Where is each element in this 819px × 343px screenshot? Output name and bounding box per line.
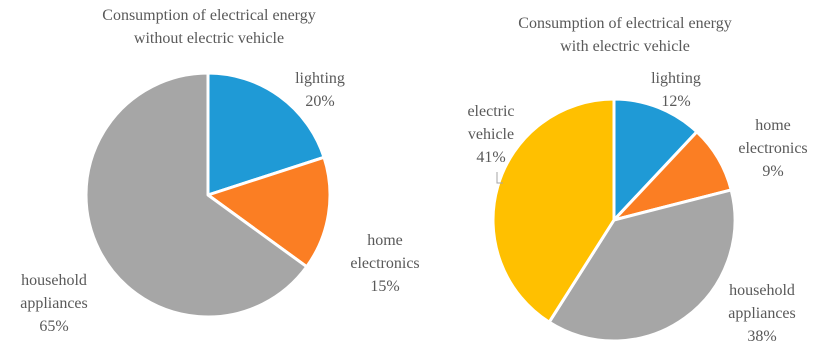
chart-1-labels: lighting 20% home electronics 15% household ap…: [20, 70, 419, 335]
slice-lighting: [612, 97, 699, 222]
chart-2-pie: [491, 97, 737, 343]
label-lighting-value: 20%: [305, 93, 334, 110]
label-lighting-value: 12%: [661, 93, 690, 110]
slice-lighting: [206, 71, 326, 197]
label-household-appliances-value: 38%: [747, 328, 776, 343]
label-electric-vehicle-value: 41%: [476, 149, 505, 166]
label-home-electronics-value: 9%: [762, 163, 783, 180]
label-household-appliances-name: appliances: [20, 295, 88, 312]
label-home-electronics-name: electronics: [738, 140, 807, 157]
chart-2-labels: lighting 12% home electronics 9% household app…: [467, 70, 807, 343]
chart-1-pie: [84, 71, 332, 319]
chart-with-ev: Consumption of electrical energy with el…: [467, 15, 807, 343]
label-home-electronics-name: electronics: [350, 255, 419, 272]
label-household-appliances-name: household: [729, 282, 795, 299]
chart-without-ev: Consumption of electrical energy without…: [20, 7, 419, 335]
label-home-electronics-name: home: [367, 232, 403, 249]
label-household-appliances-name: household: [21, 272, 87, 289]
label-electric-vehicle-name: vehicle: [468, 126, 514, 143]
label-household-appliances-name: appliances: [728, 305, 796, 322]
label-electric-vehicle-name: electric: [467, 103, 514, 120]
label-household-appliances-value: 65%: [39, 318, 68, 335]
label-home-electronics-name: home: [755, 117, 791, 134]
label-lighting-name: lighting: [295, 70, 345, 87]
slice-household-appliances: [547, 188, 737, 343]
chart-1-title-line-2: without electric vehicle: [134, 30, 284, 47]
chart-1-title-line-1: Consumption of electrical energy: [102, 7, 315, 24]
slice-electric-vehicle: [491, 97, 616, 324]
label-lighting-name: lighting: [651, 70, 701, 87]
chart-2-title-line-1: Consumption of electrical energy: [518, 15, 731, 32]
chart-2-title-line-2: with electric vehicle: [560, 38, 690, 55]
slice-household-appliances: [84, 71, 309, 319]
leader-line-electric-vehicle: [496, 172, 503, 184]
slice-home-electronics: [206, 155, 332, 269]
label-home-electronics-value: 15%: [370, 278, 399, 295]
